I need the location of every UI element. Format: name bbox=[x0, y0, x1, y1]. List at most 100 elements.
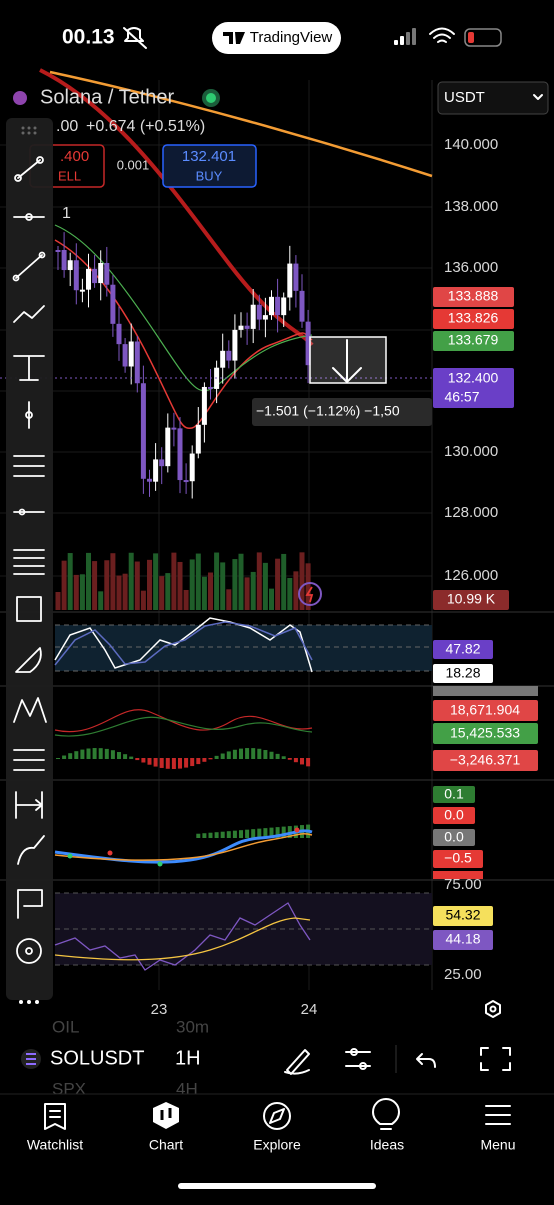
candle-body bbox=[220, 350, 226, 368]
macd-bar bbox=[232, 749, 237, 759]
volume-bar bbox=[293, 571, 299, 610]
undo-icon[interactable] bbox=[416, 1053, 436, 1068]
osc-badge bbox=[433, 786, 475, 803]
price-badge-text: 133.826 bbox=[448, 310, 499, 326]
macd-bar bbox=[98, 748, 103, 759]
fullscreen-icon[interactable] bbox=[480, 1047, 511, 1071]
app-logo bbox=[223, 32, 245, 44]
rsi-level: 25.00 bbox=[444, 966, 482, 983]
osc-bar bbox=[220, 831, 225, 838]
sell-price: .400 bbox=[60, 148, 89, 165]
osc-dots bbox=[67, 827, 300, 867]
osc-clipped-badge bbox=[433, 871, 483, 879]
macd-bar bbox=[123, 754, 128, 759]
volume-bars bbox=[55, 552, 311, 610]
price-change: +0.674 (+0.51%) bbox=[86, 118, 205, 135]
candle-body bbox=[244, 325, 250, 329]
volume-bar bbox=[281, 553, 287, 610]
macd-bar bbox=[214, 755, 219, 759]
ideas-icon[interactable] bbox=[372, 1098, 400, 1130]
volume-bar bbox=[226, 589, 232, 610]
draw-icon[interactable] bbox=[284, 1049, 310, 1075]
rsi-band bbox=[55, 893, 432, 965]
tab-label[interactable]: Ideas bbox=[370, 1137, 404, 1153]
macd-bar bbox=[239, 748, 243, 759]
osc-badge bbox=[433, 829, 475, 846]
osc-value: 0.0 bbox=[444, 807, 464, 823]
candle-body bbox=[256, 304, 262, 320]
candle-body bbox=[104, 262, 110, 285]
rsi-badge bbox=[433, 930, 493, 950]
macd-bar bbox=[141, 758, 146, 763]
stoch-badge bbox=[433, 640, 493, 659]
battery bbox=[464, 28, 502, 47]
alert-icon[interactable] bbox=[298, 582, 322, 606]
chart-icon[interactable] bbox=[153, 1102, 179, 1129]
measure-label: −1.501 (−1.12%) −1,50 bbox=[256, 403, 400, 419]
volume-bar bbox=[214, 552, 220, 610]
settings-icon[interactable] bbox=[485, 1000, 501, 1018]
currency: USDT bbox=[444, 89, 485, 106]
price-label: 130.000 bbox=[444, 443, 498, 460]
mute-icon bbox=[123, 27, 147, 49]
macd-bar bbox=[202, 758, 207, 762]
toolbar-icons[interactable] bbox=[12, 156, 47, 964]
battery-level bbox=[468, 32, 474, 43]
rsi-ma bbox=[54, 917, 311, 961]
macd-bar bbox=[153, 758, 158, 767]
measure-arrow bbox=[332, 339, 362, 383]
macd-bar bbox=[178, 758, 182, 769]
osc-slow bbox=[54, 833, 313, 861]
drawing-toolbar bbox=[6, 118, 53, 1000]
candle-body bbox=[153, 459, 159, 482]
macd-bar bbox=[159, 758, 164, 768]
macd-bar bbox=[104, 748, 109, 759]
wifi-icon bbox=[429, 27, 455, 43]
osc-value: −0.5 bbox=[444, 850, 472, 866]
watchlist-icon[interactable] bbox=[44, 1103, 66, 1130]
chart-icon-candles bbox=[160, 1108, 172, 1120]
app-name: TradingView bbox=[250, 29, 333, 46]
volume-bar bbox=[128, 552, 134, 610]
home-indicator bbox=[178, 1183, 376, 1189]
osc-bar bbox=[214, 832, 219, 838]
toolbar-symbol[interactable]: SOLUSDT bbox=[50, 1047, 144, 1069]
sol-glyph bbox=[26, 1053, 36, 1065]
volume-bar bbox=[159, 576, 165, 610]
candle-body bbox=[281, 297, 287, 316]
stoch-k bbox=[54, 617, 313, 673]
volume-bar bbox=[287, 578, 293, 610]
tab-label[interactable]: Chart bbox=[149, 1137, 183, 1153]
tab-label[interactable]: Explore bbox=[253, 1137, 301, 1153]
orange-ma bbox=[49, 70, 433, 178]
volume-bar bbox=[140, 590, 146, 610]
volume-bar bbox=[262, 562, 268, 610]
currency-select[interactable] bbox=[437, 81, 549, 115]
candle-body bbox=[92, 268, 98, 284]
price-badge bbox=[433, 309, 514, 329]
explore-icon[interactable] bbox=[263, 1102, 291, 1130]
more-dots[interactable] bbox=[19, 1000, 39, 1004]
macd-bar bbox=[171, 758, 176, 769]
buy-button[interactable] bbox=[162, 144, 257, 188]
macd-bar bbox=[251, 748, 256, 759]
menu-icon[interactable] bbox=[485, 1105, 511, 1125]
green-ma bbox=[54, 224, 313, 392]
macd-badge bbox=[433, 723, 538, 744]
volume-badge-text: 10.99 K bbox=[447, 591, 496, 607]
macd-bar bbox=[62, 755, 67, 759]
osc-badge bbox=[433, 807, 475, 824]
tab-label[interactable]: Menu bbox=[480, 1137, 515, 1153]
tab-label[interactable]: Watchlist bbox=[27, 1137, 83, 1153]
countdown: 46:57 bbox=[444, 389, 479, 405]
candle-body bbox=[86, 268, 91, 290]
toolbar-interval[interactable]: 1H bbox=[175, 1047, 201, 1069]
buy-label: BUY bbox=[196, 168, 223, 183]
stoch-d bbox=[54, 621, 313, 666]
stoch-badge bbox=[433, 664, 493, 683]
volume-bar bbox=[79, 574, 85, 610]
price-label: 136.000 bbox=[444, 259, 498, 276]
price-badge bbox=[433, 331, 514, 351]
pane-dividers bbox=[0, 611, 554, 881]
